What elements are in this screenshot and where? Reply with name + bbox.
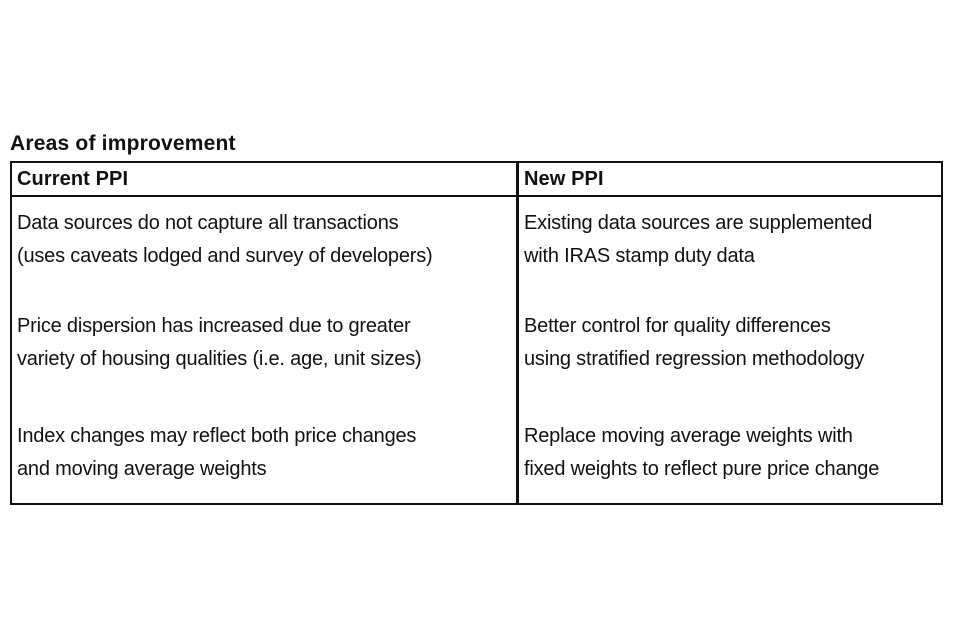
column-new-ppi: New PPI Existing data sources are supple… [516,163,941,503]
page-title: Areas of improvement [10,132,236,155]
current-ppi-row-1: Data sources do not capture all transact… [17,212,433,267]
new-ppi-row-2: Better control for quality differences u… [524,315,865,370]
new-ppi-row-3: Replace moving average weights with fixe… [524,425,880,480]
column-current-ppi: Current PPI Data sources do not capture … [12,163,516,503]
column-header-current-ppi: Current PPI [12,163,516,197]
current-ppi-row-3: Index changes may reflect both price cha… [17,425,417,480]
new-ppi-row-1: Existing data sources are supplemented w… [524,212,873,267]
comparison-table: Current PPI Data sources do not capture … [10,161,943,505]
current-ppi-row-2: Price dispersion has increased due to gr… [17,315,422,370]
column-header-new-ppi: New PPI [519,163,941,197]
current-ppi-cell-body: Data sources do not capture all transact… [12,197,516,503]
new-ppi-cell-body: Existing data sources are supplemented w… [519,197,941,503]
